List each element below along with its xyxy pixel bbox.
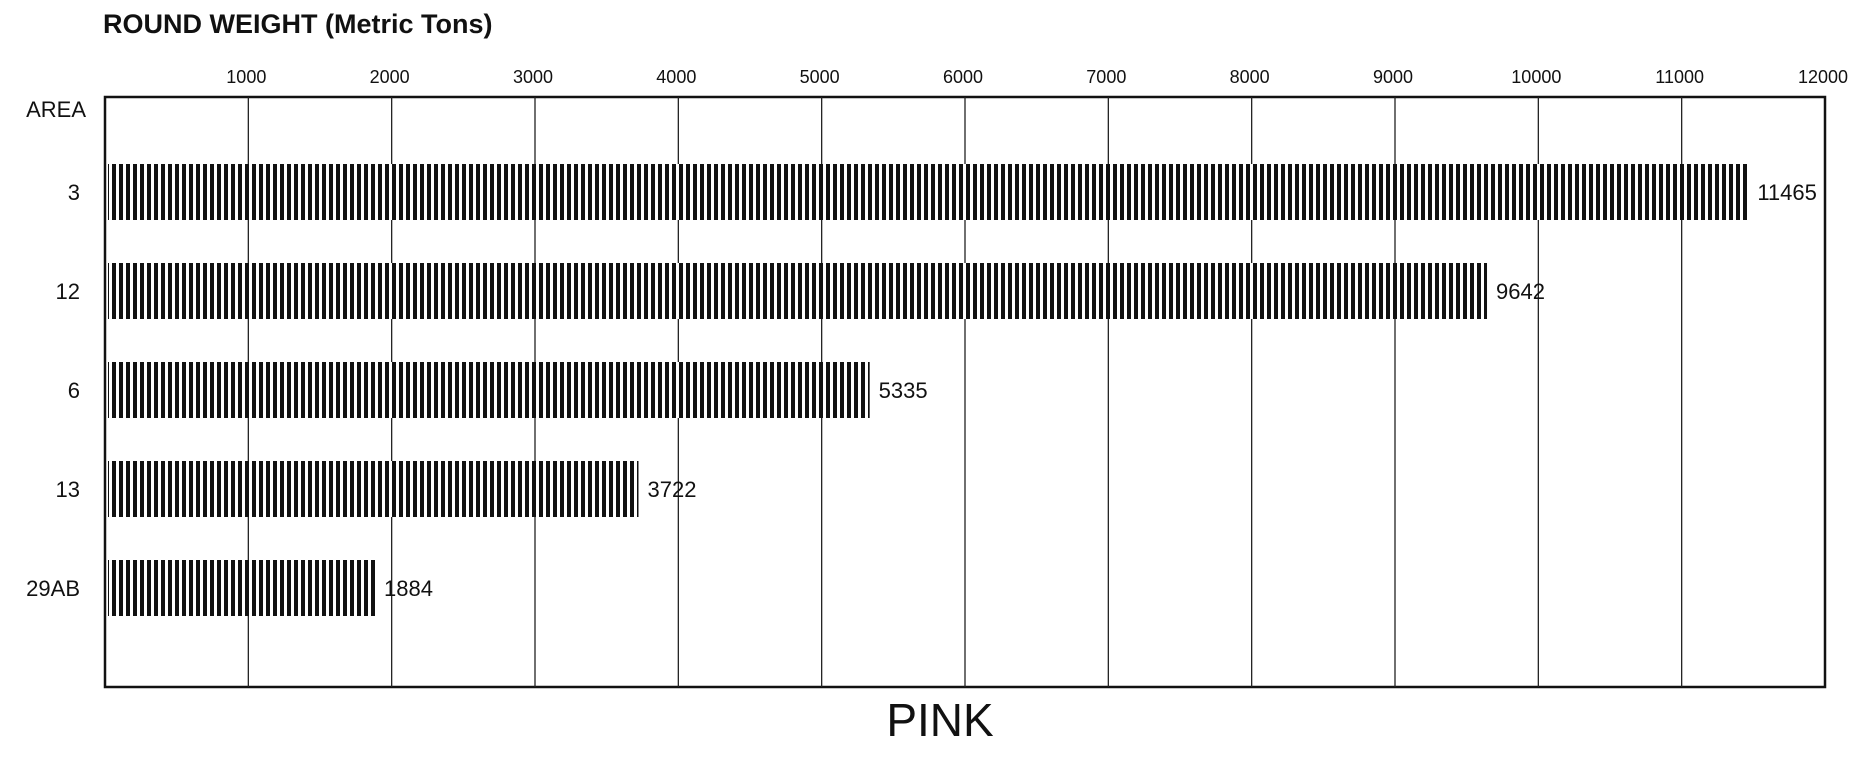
value-label: 1884 — [384, 576, 433, 601]
bar — [108, 164, 1749, 220]
bar — [108, 362, 870, 418]
chart-title: ROUND WEIGHT (Metric Tons) — [103, 9, 492, 39]
x-tick-label: 7000 — [1086, 67, 1126, 87]
category-label: 29AB — [26, 576, 80, 601]
x-tick-label: 1000 — [226, 67, 266, 87]
x-tick-label: 10000 — [1511, 67, 1561, 87]
bars — [108, 164, 1749, 616]
value-label: 3722 — [647, 477, 696, 502]
bar — [108, 461, 639, 517]
category-label: 12 — [56, 279, 80, 304]
x-tick-label: 2000 — [370, 67, 410, 87]
value-label: 11465 — [1757, 180, 1817, 205]
bar — [108, 263, 1488, 319]
x-tick-label: 11000 — [1655, 67, 1704, 87]
footer-label: PINK — [886, 694, 994, 746]
x-tick-label: 6000 — [943, 67, 983, 87]
bar — [108, 560, 376, 616]
x-tick-label: 8000 — [1230, 67, 1270, 87]
category-label: 6 — [68, 378, 80, 403]
category-label: 13 — [56, 477, 80, 502]
x-tick-label: 12000 — [1798, 67, 1848, 87]
category-label: 3 — [68, 180, 80, 205]
x-tick-label: 3000 — [513, 67, 553, 87]
value-label: 9642 — [1496, 279, 1545, 304]
category-axis-label: AREA — [26, 97, 86, 122]
value-label: 5335 — [879, 378, 928, 403]
x-axis-ticks: 1000 2000 3000 4000 5000 6000 7000 8000 9000 1000… — [226, 67, 1848, 87]
x-tick-label: 5000 — [800, 67, 840, 87]
category-labels: 3 12 6 13 29AB — [26, 180, 80, 601]
x-tick-label: 9000 — [1373, 67, 1413, 87]
value-labels: 11465 9642 5335 3722 1884 — [384, 180, 1817, 601]
x-tick-label: 4000 — [656, 67, 696, 87]
